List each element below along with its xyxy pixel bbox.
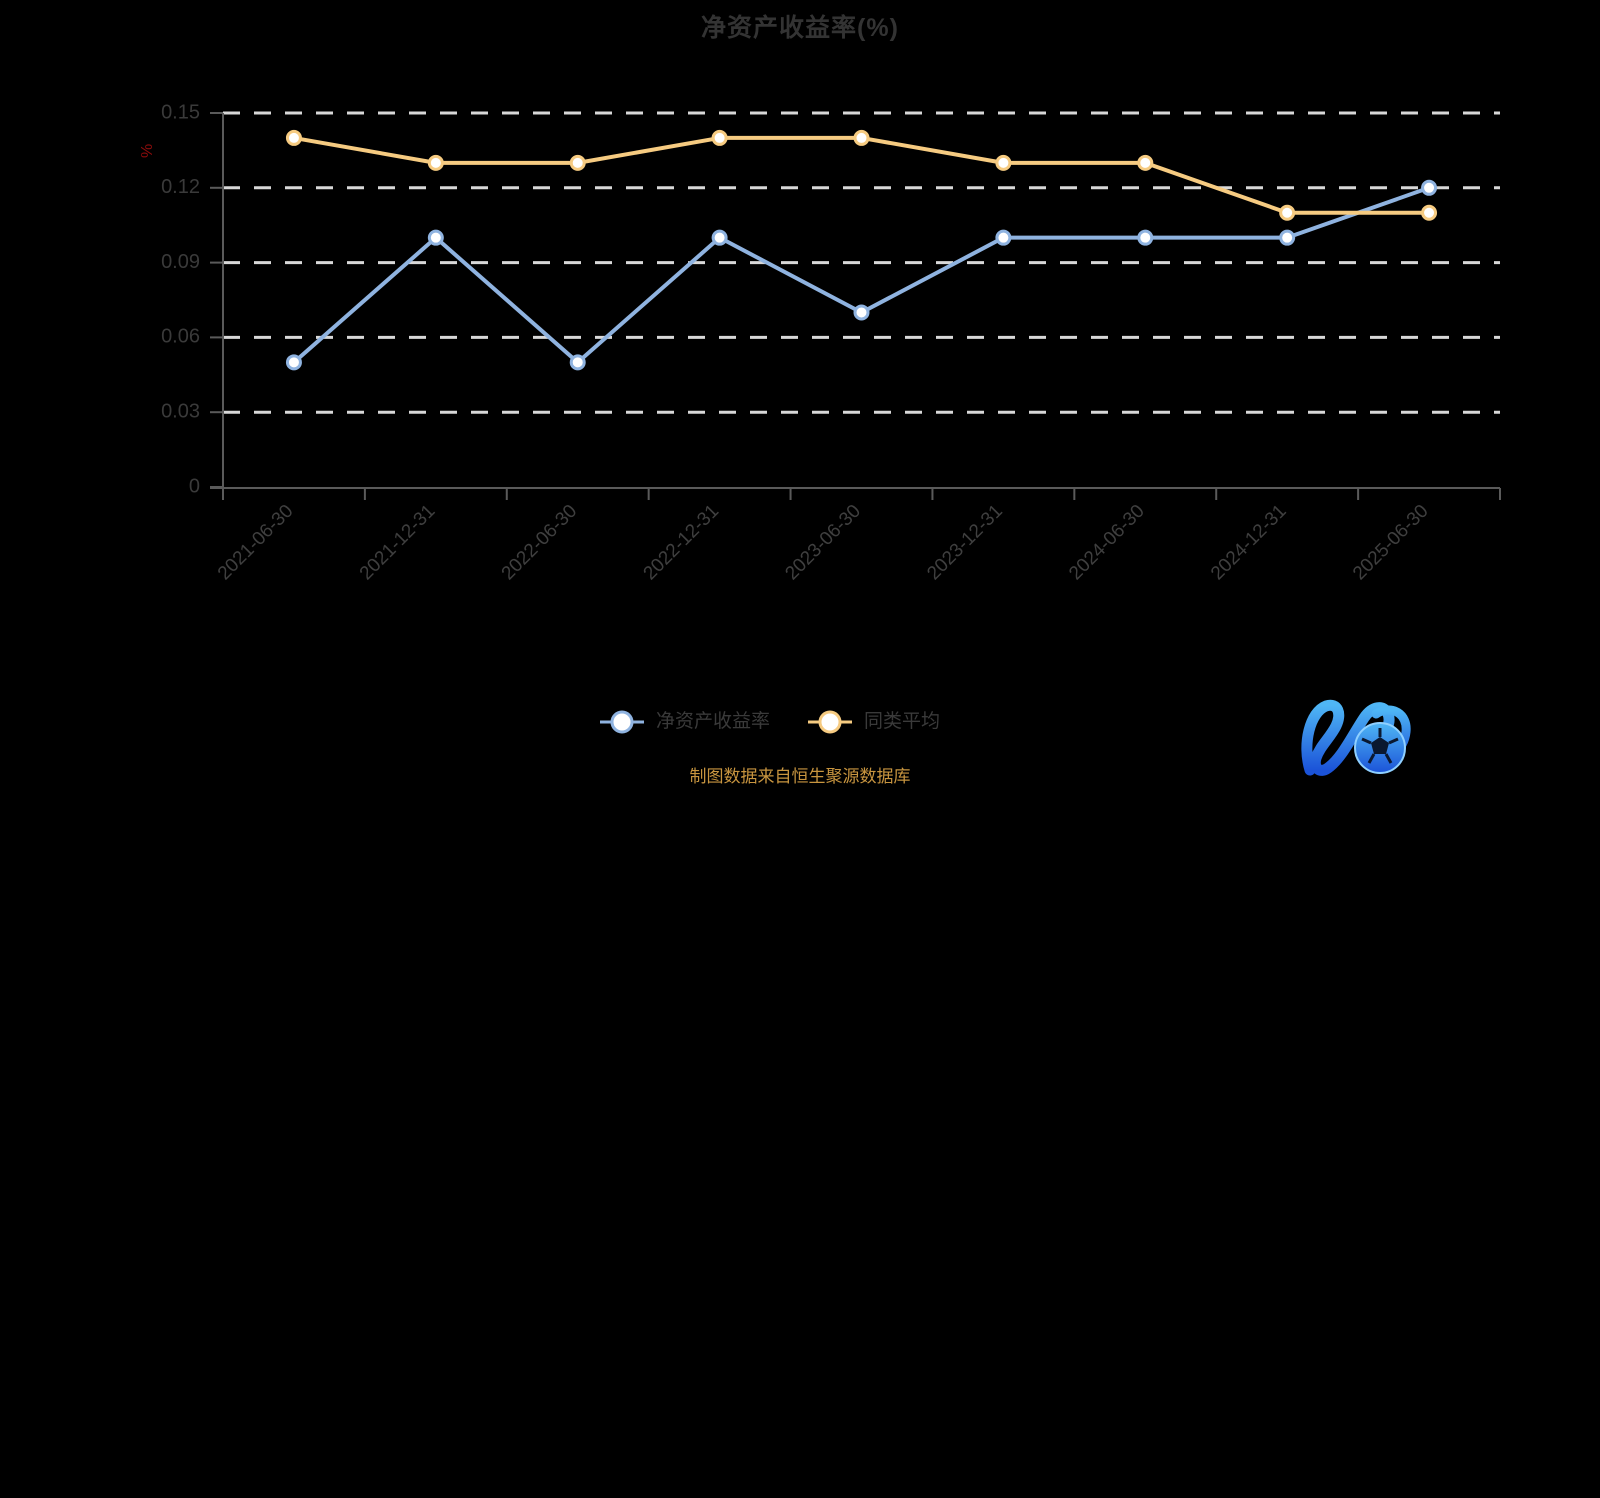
legend-label: 净资产收益率 — [656, 710, 770, 732]
legend-item[interactable]: 同类平均 — [808, 710, 940, 734]
x-tick-labels: 2021-06-30 2021-12-31 2022-06-30 2022-12-31… — [214, 501, 1433, 585]
footer-source-note: 制图数据来自恒生聚源数据库 — [689, 767, 911, 786]
x-tick-label: 2025-06-30 — [1349, 501, 1433, 585]
data-point-marker[interactable] — [285, 354, 302, 371]
y-tick-label: 0 — [189, 475, 200, 497]
x-tick-label: 2021-06-30 — [214, 501, 298, 585]
chart-container: 净资产收益率(%) 0 0.03 0.06 0.09 0.12 0.15 2021-06-… — [139, 14, 1580, 792]
data-point-marker[interactable] — [427, 154, 444, 171]
data-point-marker[interactable] — [569, 154, 586, 171]
series-line — [291, 135, 1432, 215]
data-point-marker[interactable] — [995, 229, 1012, 246]
data-point-marker[interactable] — [1137, 154, 1154, 171]
series-lines — [291, 135, 1432, 365]
kaiyun-logo-icon — [1301, 699, 1411, 776]
x-tick-label: 2022-12-31 — [640, 501, 724, 585]
x-tick-marks — [222, 488, 1501, 500]
data-point-marker[interactable] — [1421, 179, 1438, 196]
y-tick-label: 0.12 — [161, 176, 200, 198]
gridlines — [223, 111, 1500, 414]
data-point-marker[interactable] — [711, 129, 728, 146]
chart-plot-area: 0 0.03 0.06 0.09 0.12 0.15 2021-06-30 2021-12-… — [139, 101, 1501, 734]
x-tick-label: 2023-12-31 — [923, 501, 1007, 585]
data-point-marker[interactable] — [1137, 229, 1154, 246]
y-tick-label: 0.06 — [161, 326, 200, 348]
data-point-marker[interactable] — [1279, 229, 1296, 246]
chart-legend[interactable]: 净资产收益率 同类平均 — [600, 710, 940, 734]
data-point-marker[interactable] — [1421, 204, 1438, 221]
data-point-marker[interactable] — [1279, 204, 1296, 221]
data-point-marker[interactable] — [569, 354, 586, 371]
data-point-marker[interactable] — [427, 229, 444, 246]
x-tick-label: 2023-06-30 — [781, 501, 865, 585]
legend-marker-icon — [818, 710, 842, 734]
legend-marker-icon — [610, 710, 634, 734]
y-tick-marks — [210, 112, 223, 488]
y-axis-unit-label: % — [139, 144, 156, 158]
x-tick-label: 2024-12-31 — [1207, 501, 1291, 585]
data-point-marker[interactable] — [711, 229, 728, 246]
legend-label: 同类平均 — [864, 710, 940, 732]
series-markers — [285, 129, 1438, 371]
x-tick-label: 2024-06-30 — [1065, 501, 1149, 585]
legend-item[interactable]: 净资产收益率 — [600, 710, 770, 734]
y-tick-label: 0.03 — [161, 400, 200, 422]
data-point-marker[interactable] — [853, 304, 870, 321]
data-point-marker[interactable] — [995, 154, 1012, 171]
data-point-marker[interactable] — [285, 129, 302, 146]
watermark-logo: 开云体育 Kaiyun.com — [1280, 684, 1580, 792]
page-title: 净资产收益率(%) — [701, 14, 899, 42]
x-tick-label: 2022-06-30 — [498, 501, 582, 585]
y-tick-labels: 0 0.03 0.06 0.09 0.12 0.15 — [161, 101, 200, 497]
data-point-marker[interactable] — [853, 129, 870, 146]
y-tick-label: 0.09 — [161, 251, 200, 273]
y-tick-label: 0.15 — [161, 101, 200, 123]
x-tick-label: 2021-12-31 — [356, 501, 440, 585]
